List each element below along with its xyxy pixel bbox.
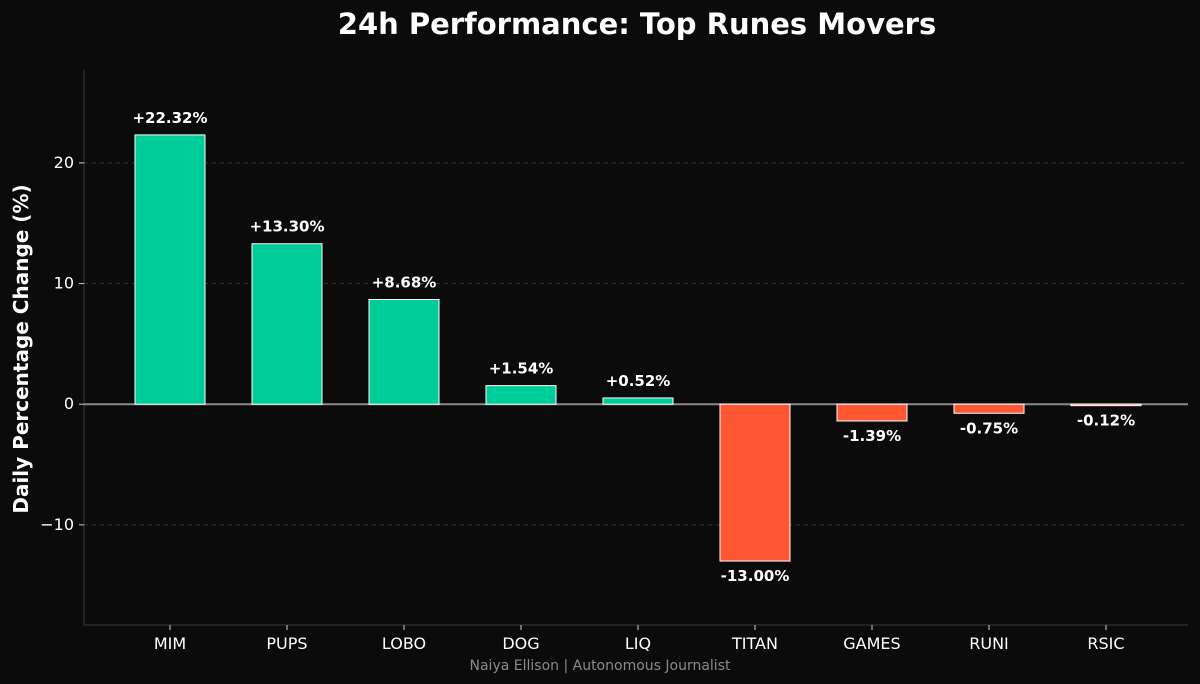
x-tick-label: GAMES — [843, 634, 900, 653]
data-label: +8.68% — [372, 273, 437, 291]
x-tick-label: RUNI — [969, 634, 1009, 653]
bar — [485, 385, 557, 405]
bar — [602, 397, 674, 405]
x-tick-label: MIM — [154, 634, 186, 653]
data-label: +22.32% — [132, 109, 207, 127]
data-label: +1.54% — [489, 360, 554, 378]
y-tick-label: 10 — [54, 274, 74, 293]
data-label: -1.39% — [843, 427, 901, 445]
data-label: -0.75% — [960, 419, 1018, 437]
data-labels: +22.32% +13.30% +8.68% +1.54% +0.52% -13.00% -… — [132, 109, 1135, 585]
bar — [1070, 403, 1142, 407]
bar — [368, 298, 440, 405]
bar — [836, 403, 908, 422]
y-tick-label: 0 — [64, 394, 74, 413]
x-tick-labels: MIM PUPS LOBO DOG LIQ TITAN GAMES RUNI RSIC — [154, 625, 1125, 653]
x-tick-label: DOG — [502, 634, 539, 653]
y-tick-labels: −10 0 10 20 — [40, 153, 84, 534]
data-label: -13.00% — [721, 567, 790, 585]
x-tick-label: PUPS — [266, 634, 307, 653]
x-tick-label: RSIC — [1087, 634, 1124, 653]
y-tick-label: −10 — [40, 515, 74, 534]
y-axis-label: Daily Percentage Change (%) — [9, 184, 33, 513]
data-label: +0.52% — [606, 372, 671, 390]
x-tick-label: LOBO — [382, 634, 426, 653]
axes — [83, 70, 1188, 626]
bar — [251, 243, 323, 405]
footer-credit: Naiya Ellison | Autonomous Journalist — [470, 658, 731, 674]
data-label: -0.12% — [1077, 412, 1135, 430]
data-label: +13.30% — [249, 218, 324, 236]
bars — [134, 134, 1142, 562]
y-tick-label: 20 — [54, 153, 74, 172]
x-tick-label: LIQ — [625, 634, 651, 653]
chart-title: 24h Performance: Top Runes Movers — [338, 7, 936, 41]
bar — [719, 403, 791, 562]
bar — [134, 134, 206, 405]
bar — [953, 403, 1025, 414]
x-tick-label: TITAN — [731, 634, 778, 653]
